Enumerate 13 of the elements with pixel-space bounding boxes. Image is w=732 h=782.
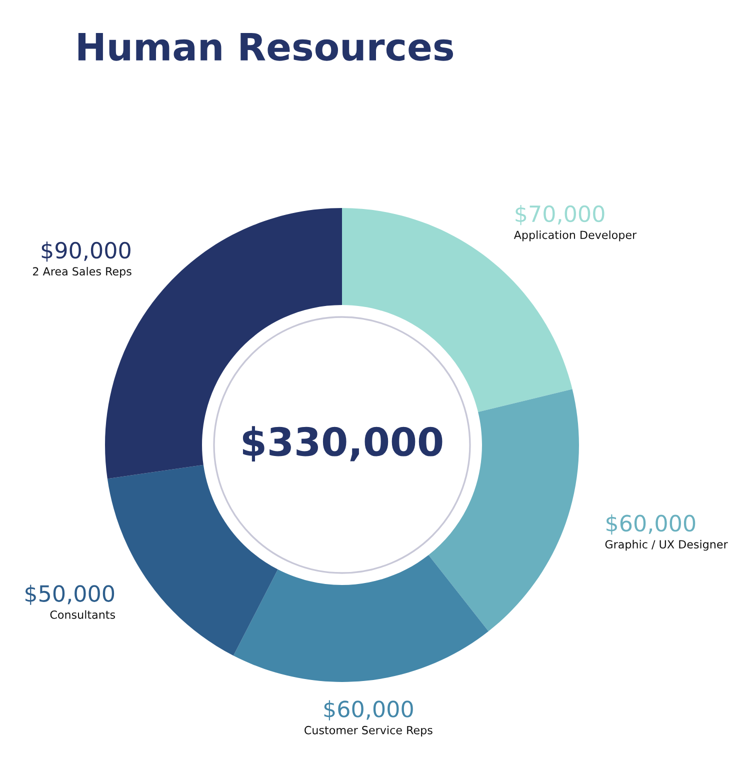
slice-label: 2 Area Sales Reps xyxy=(33,266,132,278)
chart-title: Human Resources xyxy=(78,33,453,61)
data-label: $60,000 xyxy=(606,514,696,535)
slice-label: Customer Service Reps xyxy=(304,726,432,736)
data-label: $50,000 xyxy=(25,584,114,605)
text: $330,000 xyxy=(242,426,442,462)
data-label: $70,000 xyxy=(516,204,604,226)
slice-label: Graphic / UX Designer xyxy=(605,540,728,551)
data-label: $90,000 xyxy=(42,241,130,262)
donut-slice xyxy=(233,555,489,682)
slice-label: Consultants xyxy=(50,610,116,619)
slice-label: Application Developer xyxy=(514,230,637,242)
data-label: $60,000 xyxy=(324,700,413,720)
